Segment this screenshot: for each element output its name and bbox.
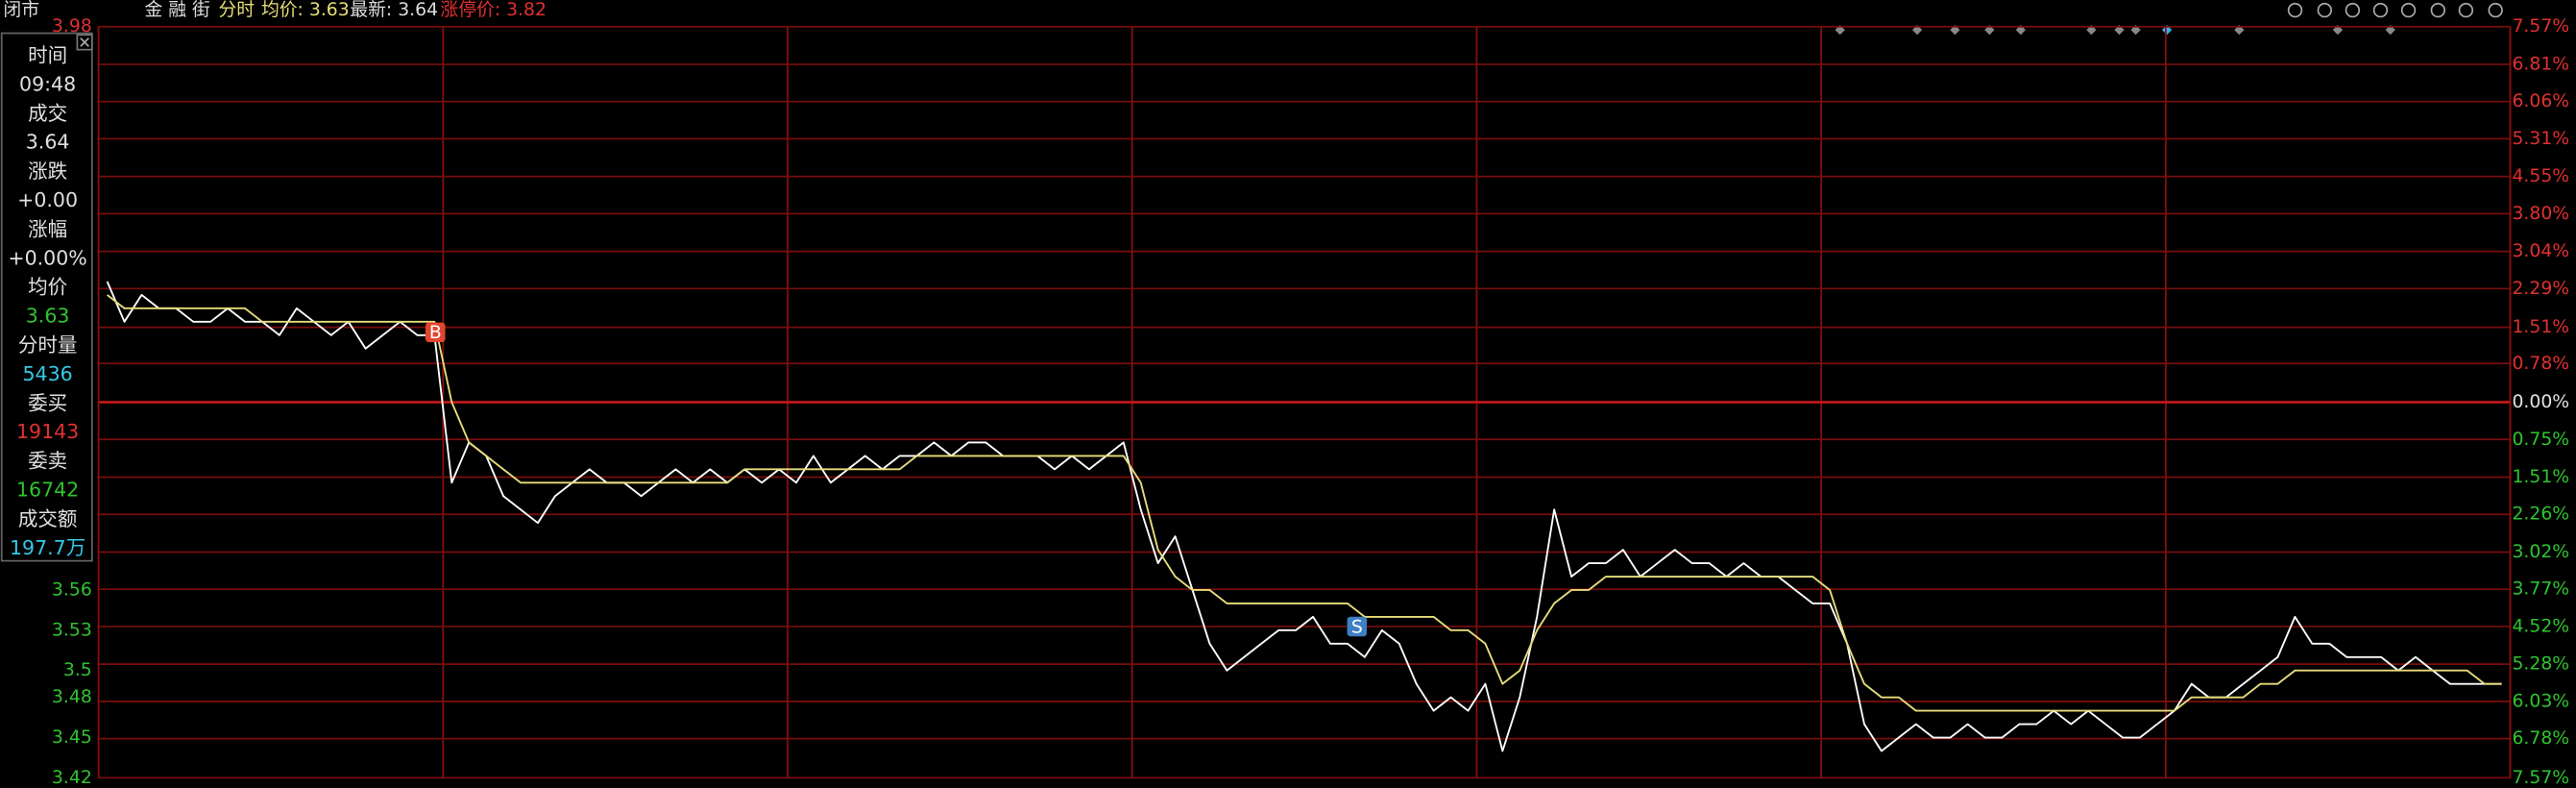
trade-marker-label: B [429, 323, 442, 343]
y2-tick-label: 3.02% [2512, 542, 2569, 562]
y2-tick-label: 6.03% [2512, 691, 2569, 711]
y2-tick-label: 6.78% [2512, 728, 2569, 749]
panel-value: 3.63 [26, 305, 70, 328]
y2-tick-label: 3.77% [2512, 579, 2569, 600]
y2-tick-label: 4.55% [2512, 166, 2569, 186]
panel-label: 涨跌 [28, 160, 67, 183]
tool-eye[interactable] [2287, 2, 2303, 18]
panel-value: 3.64 [26, 131, 70, 154]
tool-zoom-in[interactable] [2458, 2, 2474, 18]
grid [97, 25, 2512, 779]
trade-marker[interactable] [1347, 616, 1368, 637]
status: 闭市 [3, 0, 39, 20]
panel-value: 19143 [16, 420, 79, 443]
panel-label: 委买 [28, 391, 67, 414]
panel-value: +0.00% [8, 246, 86, 269]
panel-value: 197.7万 [10, 536, 85, 559]
y2-tick-label: 5.31% [2512, 129, 2569, 149]
info-panel: 时间 09:48 成交 3.64 涨跌 +0.00 涨幅 +0.00% 均价 3.63 分时量 543… [0, 32, 93, 562]
y2-tick-label: 5.28% [2512, 654, 2569, 675]
y2-tick-label: 2.26% [2512, 505, 2569, 525]
tool-hand[interactable] [2317, 2, 2332, 18]
y2-tick-label: 1.51% [2512, 317, 2569, 337]
tool-undo[interactable] [2372, 2, 2389, 18]
panel-label: 均价 [28, 276, 67, 299]
y2-tick-label: 0.75% [2512, 430, 2569, 450]
axis-labels: 7.57% 6.81% 6.06% 5.31% 4.55% 3.80% 3.04% 2.29%… [52, 16, 2569, 788]
y2-tick-label: 6.81% [2512, 54, 2569, 74]
y-tick-label: 3.53 [52, 620, 92, 640]
panel-label: 分时量 [18, 333, 78, 357]
panel-label: 成交额 [18, 507, 78, 530]
panel-label: 委卖 [28, 450, 67, 473]
y2-tick-label: 6.06% [2512, 91, 2569, 111]
stock-name: 金 融 街 [145, 0, 211, 20]
toolbar [2287, 2, 2503, 18]
panel-box [0, 32, 93, 562]
y-tick-label: 3.42 [52, 768, 92, 788]
avg-price: 均价: 3.63 [261, 0, 350, 20]
last-price: 最新: 3.64 [350, 0, 438, 20]
trade-marker[interactable] [425, 322, 446, 343]
panel-value: +0.00 [17, 188, 78, 211]
average-line [107, 294, 2502, 712]
y2-tick-label: 7.57% [2512, 768, 2569, 788]
tool-lock[interactable] [2430, 2, 2446, 18]
y2-tick-label: 7.57% [2512, 16, 2569, 37]
panel-value: 5436 [22, 362, 72, 385]
y-tick-label: 3.56 [52, 579, 92, 600]
y-tick-label: 3.45 [52, 727, 92, 748]
tool-play[interactable] [2345, 2, 2361, 18]
y2-tick-label: 3.80% [2512, 204, 2569, 224]
y2-tick-label: 0.78% [2512, 354, 2569, 374]
y2-tick-label: 3.04% [2512, 241, 2569, 261]
y-tick-label: 3.48 [52, 687, 92, 707]
tool-zoom-out[interactable] [2488, 2, 2503, 18]
panel-label: 成交 [28, 102, 67, 125]
y-tick-label: 3.98 [52, 16, 92, 37]
y2-tick-label: 2.29% [2512, 279, 2569, 299]
y2-tick-label: 1.51% [2512, 467, 2569, 487]
trade-marker-label: S [1351, 617, 1363, 637]
tool-cut[interactable] [2400, 2, 2417, 18]
price-line [106, 281, 2502, 752]
panel-value: 16742 [16, 478, 79, 501]
panel-label: 时间 [28, 44, 67, 67]
y2-tick-label: 0.00% [2512, 392, 2569, 412]
y-tick-label: 3.5 [63, 660, 92, 680]
y2-tick-label: 4.52% [2512, 616, 2569, 636]
mode: 分时 [218, 0, 255, 20]
limit-up: 涨停价: 3.82 [440, 0, 547, 20]
panel-label: 涨幅 [28, 217, 67, 240]
plot: BS [106, 281, 2502, 752]
close-icon [80, 37, 89, 47]
panel-value: 09:48 [19, 72, 76, 95]
